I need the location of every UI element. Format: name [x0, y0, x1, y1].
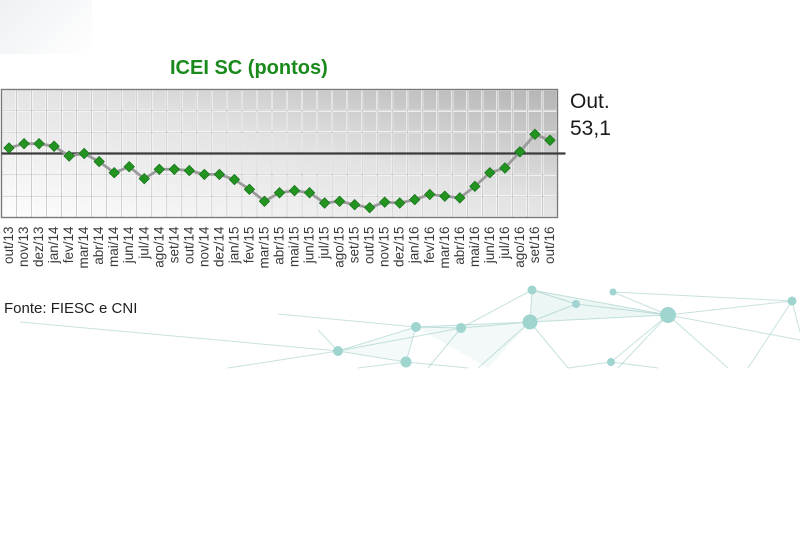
svg-text:ago/14: ago/14 [151, 226, 166, 268]
network-nodes [333, 285, 797, 368]
svg-text:mai/16: mai/16 [467, 226, 482, 267]
svg-text:jun/16: jun/16 [482, 227, 497, 265]
annotation-month-label: Out. [570, 90, 610, 113]
svg-text:ago/15: ago/15 [332, 227, 347, 268]
annotation-value: 53,1 [570, 117, 611, 140]
slide-corner-shade [0, 0, 92, 54]
svg-text:dez/15: dez/15 [392, 227, 407, 268]
svg-text:set/15: set/15 [347, 227, 362, 264]
svg-text:ago/16: ago/16 [512, 227, 527, 268]
svg-text:dez/13: dez/13 [31, 227, 46, 268]
svg-text:jun/14: jun/14 [121, 226, 136, 264]
svg-text:jan/15: jan/15 [226, 227, 241, 265]
svg-text:dez/14: dez/14 [211, 226, 226, 267]
svg-text:jul/15: jul/15 [317, 227, 332, 260]
svg-text:nov/15: nov/15 [377, 227, 392, 268]
svg-text:mai/14: mai/14 [106, 226, 121, 267]
svg-text:mar/14: mar/14 [76, 226, 91, 269]
svg-text:out/16: out/16 [542, 227, 557, 265]
source-text: Fonte: FIESC e CNI [4, 300, 138, 317]
svg-text:jul/16: jul/16 [497, 227, 512, 260]
svg-text:nov/14: nov/14 [196, 226, 211, 267]
svg-text:fev/16: fev/16 [422, 227, 437, 264]
series-diamond-markers [3, 128, 556, 214]
svg-text:out/15: out/15 [362, 227, 377, 265]
svg-text:set/14: set/14 [166, 226, 181, 263]
svg-text:fev/14: fev/14 [61, 226, 76, 263]
svg-text:mar/15: mar/15 [256, 227, 271, 269]
svg-text:jan/14: jan/14 [46, 226, 61, 264]
svg-text:nov/13: nov/13 [16, 227, 31, 268]
month-axis-labels: out/13 nov/13 dez/13 jan/14 fev/14 mar/14 abr/… [1, 226, 557, 269]
network-decoration [19, 285, 800, 369]
svg-text:jul/14: jul/14 [136, 226, 151, 260]
svg-text:out/14: out/14 [181, 226, 196, 264]
svg-text:jun/15: jun/15 [302, 227, 317, 265]
last-point-annotation: Out. 53,1 [570, 88, 611, 142]
svg-text:abr/16: abr/16 [452, 227, 467, 265]
svg-text:jan/16: jan/16 [407, 227, 422, 265]
svg-text:abr/14: abr/14 [91, 226, 106, 265]
svg-text:abr/15: abr/15 [272, 227, 287, 265]
svg-text:mai/15: mai/15 [287, 227, 302, 268]
svg-text:set/16: set/16 [527, 227, 542, 264]
svg-text:fev/15: fev/15 [241, 227, 256, 264]
svg-text:out/13: out/13 [1, 227, 16, 265]
icei-line-chart: out/13 nov/13 dez/13 jan/14 fev/14 mar/14 abr/… [0, 88, 566, 269]
network-edges [19, 289, 800, 369]
page-title: ICEI SC (pontos) [170, 57, 328, 79]
svg-text:mar/16: mar/16 [437, 227, 452, 269]
